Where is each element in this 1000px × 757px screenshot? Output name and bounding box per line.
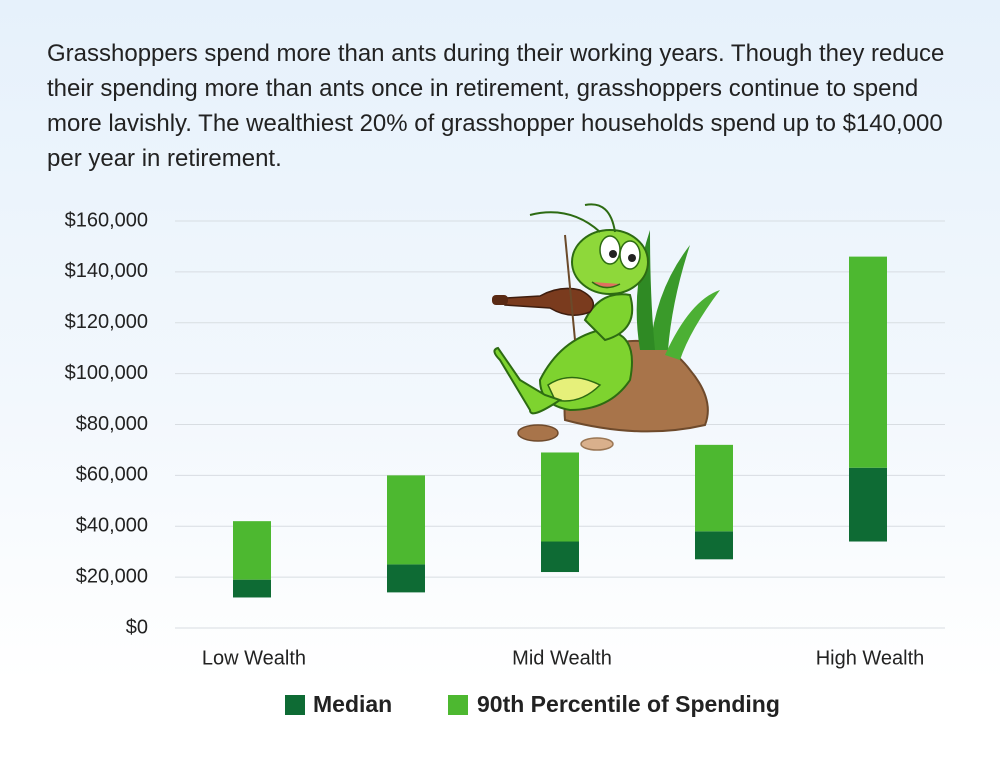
bars <box>233 256 887 598</box>
x-tick-label: High Wealth <box>816 647 925 669</box>
y-tick-label: $100,000 <box>65 362 148 384</box>
bar-segment <box>695 531 733 560</box>
y-tick-label: $20,000 <box>76 565 148 587</box>
x-tick-label: Low Wealth <box>202 647 306 669</box>
bar-segment <box>387 564 425 593</box>
bar-segment <box>541 541 579 573</box>
legend-swatch <box>448 695 468 715</box>
bar-segment <box>695 444 733 532</box>
bar-segment <box>541 452 579 542</box>
bar-segment <box>387 475 425 565</box>
y-tick-label: $160,000 <box>65 209 148 231</box>
y-tick-label: $40,000 <box>76 515 148 537</box>
y-tick-label: $120,000 <box>65 311 148 333</box>
grasshopper-illustration <box>492 203 720 451</box>
y-tick-label: $80,000 <box>76 413 148 435</box>
y-tick-label: $60,000 <box>76 464 148 486</box>
x-tick-label: Mid Wealth <box>512 647 612 669</box>
bar-segment <box>849 256 887 468</box>
y-tick-label: $0 <box>126 616 148 638</box>
bar-segment <box>849 467 887 542</box>
legend-label: Median <box>313 691 392 717</box>
chart-title: Grasshoppers spend more than ants during… <box>47 40 945 172</box>
bar-segment <box>233 579 271 598</box>
legend-swatch <box>285 695 305 715</box>
y-tick-label: $140,000 <box>65 260 148 282</box>
bar-segment <box>233 521 271 580</box>
legend-label: 90th Percentile of Spending <box>477 691 780 717</box>
